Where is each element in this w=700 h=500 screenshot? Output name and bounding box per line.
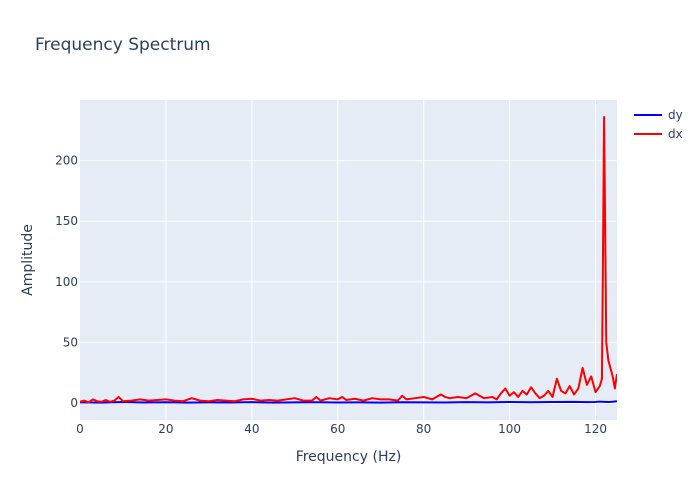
y-tick-label: 150: [55, 214, 78, 228]
y-tick-label: 0: [70, 396, 78, 410]
y-tick-label: 200: [55, 154, 78, 168]
x-axis-title: Frequency (Hz): [296, 449, 402, 465]
legend-label: dx: [668, 127, 683, 141]
x-tick-label: 40: [244, 422, 259, 436]
legend-item-dy[interactable]: dy: [634, 108, 683, 122]
legend-label: dy: [668, 108, 683, 122]
x-tick-label: 20: [158, 422, 173, 436]
x-tick-label: 0: [76, 422, 84, 436]
y-tick-label: 50: [63, 335, 78, 349]
x-tick-label: 100: [498, 422, 521, 436]
series-line-dy: [80, 400, 617, 404]
chart-title: Frequency Spectrum: [35, 35, 211, 55]
series-line-dx: [80, 115, 617, 404]
y-axis-title: Amplitude: [20, 224, 36, 296]
y-axis-ticks: 0 50 100 150 200: [55, 154, 78, 410]
x-tick-label: 120: [584, 422, 607, 436]
y-tick-label: 100: [55, 275, 78, 289]
series-lines: [80, 115, 617, 404]
x-tick-label: 80: [416, 422, 431, 436]
x-tick-label: 60: [330, 422, 345, 436]
legend[interactable]: dy dx: [634, 108, 683, 141]
x-axis-ticks: 0 20 40 60 80 100 120: [76, 422, 607, 436]
plot-area: [80, 100, 617, 420]
legend-item-dx[interactable]: dx: [634, 127, 683, 141]
